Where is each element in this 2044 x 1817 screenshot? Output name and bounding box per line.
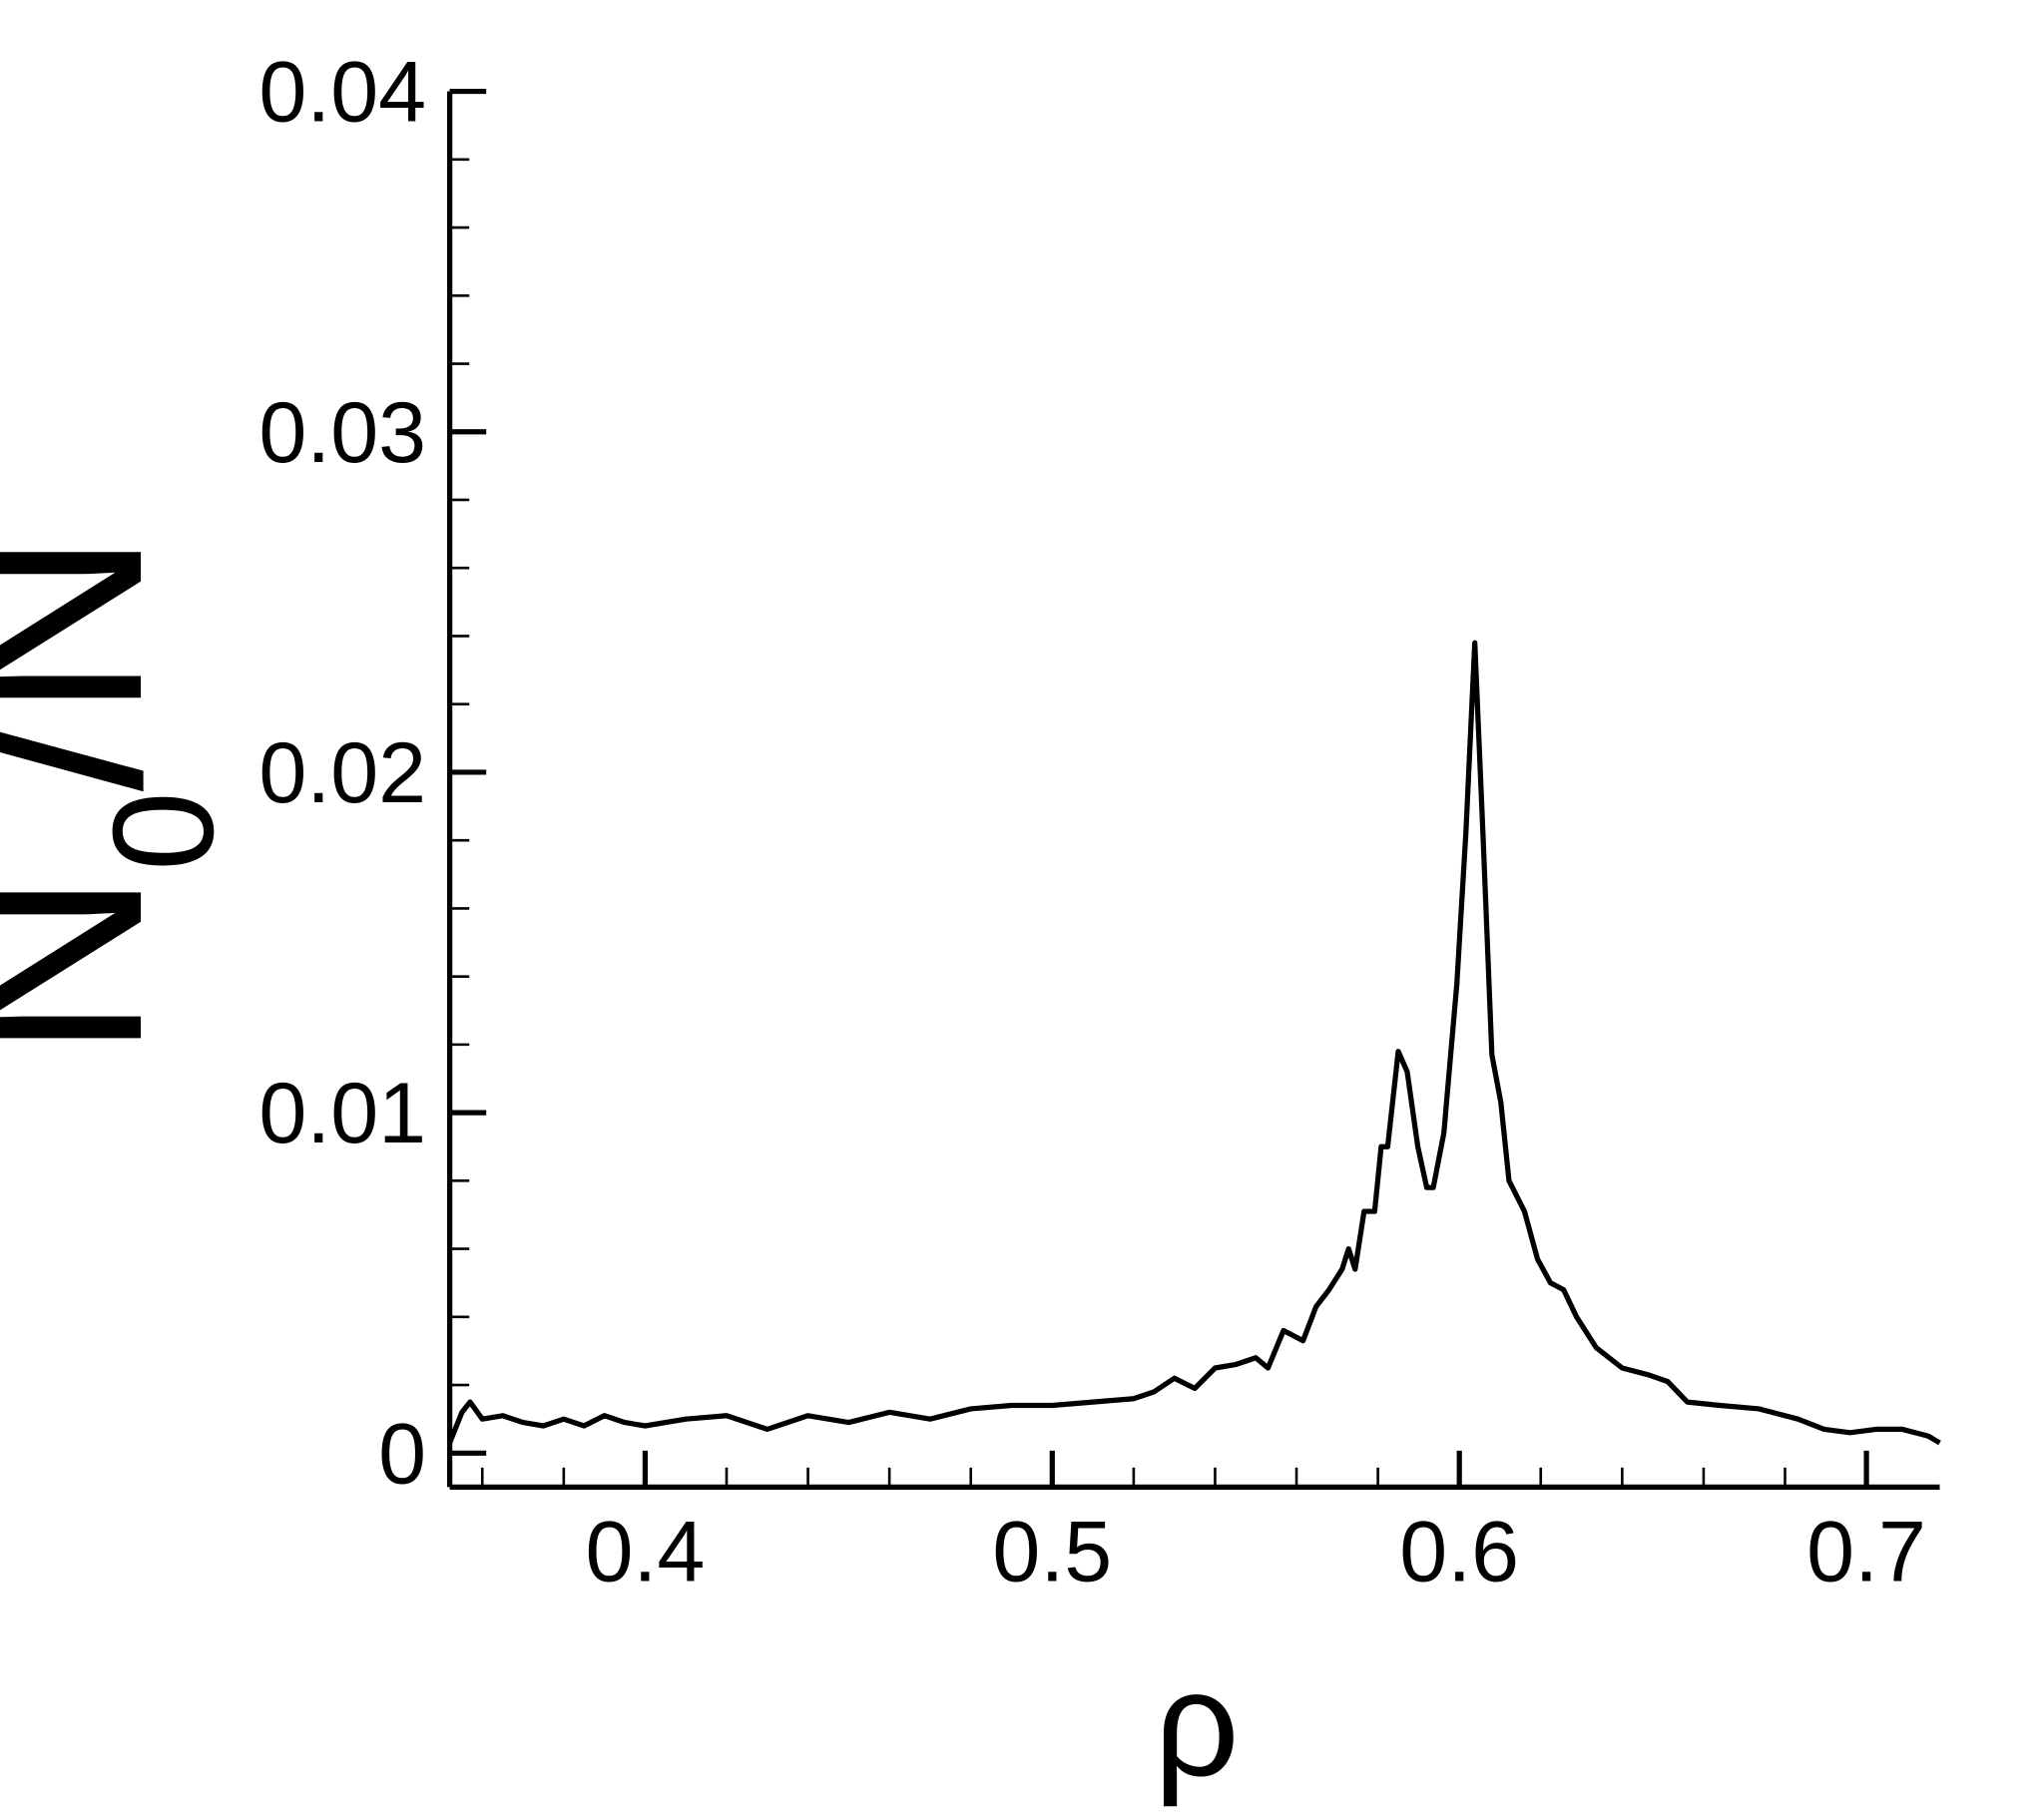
y-label-main: N <box>0 871 197 1060</box>
y-tick-label: 0.04 <box>258 45 426 141</box>
x-tick-label: 0.7 <box>1806 1504 1926 1599</box>
y-tick-label: 0.03 <box>258 385 426 481</box>
y-axis-label: N0/N <box>0 531 244 1060</box>
y-label-sub: 0 <box>84 791 244 871</box>
x-tick-label: 0.6 <box>1399 1504 1519 1599</box>
x-tick-label: 0.5 <box>992 1504 1112 1599</box>
x-tick-label: 0.4 <box>585 1504 705 1599</box>
data-line <box>447 640 1941 1446</box>
y-tick-label: 0.01 <box>258 1066 426 1161</box>
y-label-rest: /N <box>0 531 197 791</box>
y-tick-label: 0.02 <box>258 725 426 821</box>
y-tick-label: 0 <box>378 1406 426 1502</box>
x-axis-label: ρ <box>1154 1639 1239 1807</box>
